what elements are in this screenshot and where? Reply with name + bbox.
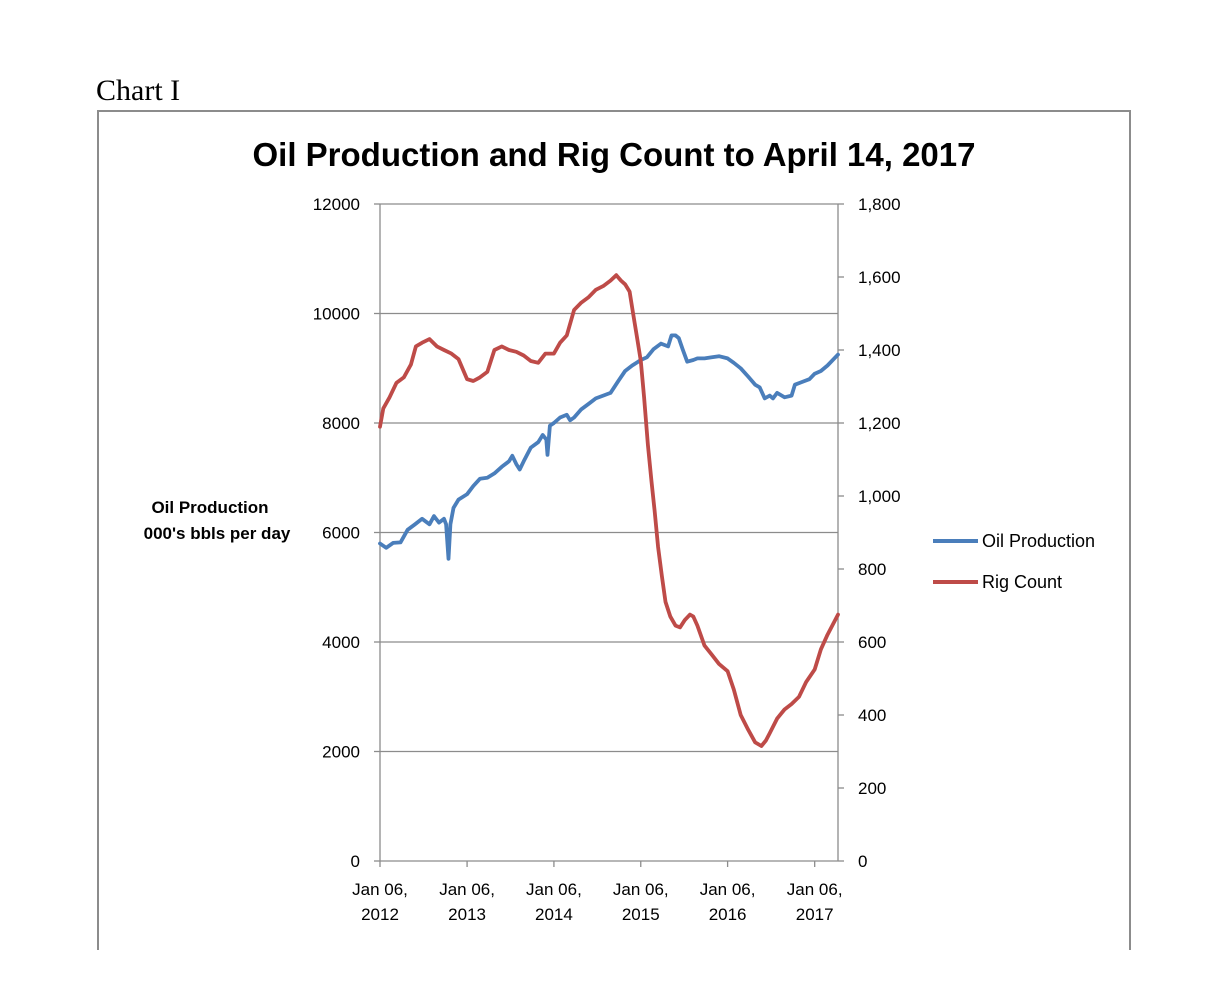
chart-title: Oil Production and Rig Count to April 14… <box>252 136 975 173</box>
x-tick-label: Jan 06, <box>700 880 756 899</box>
x-tick-label: Jan 06, <box>787 880 843 899</box>
y-axis-left-label-line-2: 000's bbls per day <box>144 524 291 543</box>
oil-production-line <box>378 333 840 561</box>
x-tick-label: 2016 <box>709 905 747 924</box>
y-right-tick-label: 1,200 <box>858 414 901 433</box>
chart-frame <box>97 110 1131 950</box>
y-right-tick-label: 800 <box>858 560 886 579</box>
gridlines <box>380 203 838 753</box>
y-left-tick-label: 10000 <box>313 305 360 324</box>
y-right-tick-label: 600 <box>858 633 886 652</box>
x-tick-label: 2015 <box>622 905 660 924</box>
y-right-tick-label: 1,000 <box>858 487 901 506</box>
x-tick-label: Jan 06, <box>439 880 495 899</box>
y-right-tick-label: 0 <box>858 852 867 871</box>
legend-label-oil-production: Oil Production <box>982 531 1095 551</box>
y-right-tick-label: 400 <box>858 706 886 725</box>
y-left-tick-label: 2000 <box>322 743 360 762</box>
y-left-tick-label: 6000 <box>322 524 360 543</box>
legend-label-rig-count: Rig Count <box>982 572 1062 592</box>
y-left-tick-label: 4000 <box>322 633 360 652</box>
x-tick-label: Jan 06, <box>352 880 408 899</box>
y-left-tick-label: 8000 <box>322 414 360 433</box>
y-left-tick-label: 12000 <box>313 195 360 214</box>
x-tick-label: 2012 <box>361 905 399 924</box>
series-lines <box>378 273 840 748</box>
x-tick-label: 2017 <box>796 905 834 924</box>
x-tick-label: 2014 <box>535 905 573 924</box>
chart-label: Chart I <box>96 74 181 107</box>
x-tick-label: 2013 <box>448 905 486 924</box>
y-axis-left-label-line-1: Oil Production <box>151 498 268 517</box>
x-tick-label: Jan 06, <box>613 880 669 899</box>
legend: Oil Production Rig Count <box>933 531 1095 592</box>
y-right-tick-label: 1,600 <box>858 268 901 287</box>
y-right-tick-label: 200 <box>858 779 886 798</box>
x-tick-label: Jan 06, <box>526 880 582 899</box>
y-right-tick-label: 1,800 <box>858 195 901 214</box>
rig-count-line <box>378 273 840 748</box>
axes: 0 2000 4000 6000 8000 10000 12000 0 200 400 600 800… <box>313 195 901 924</box>
y-right-tick-label: 1,400 <box>858 341 901 360</box>
y-left-tick-label: 0 <box>351 852 360 871</box>
